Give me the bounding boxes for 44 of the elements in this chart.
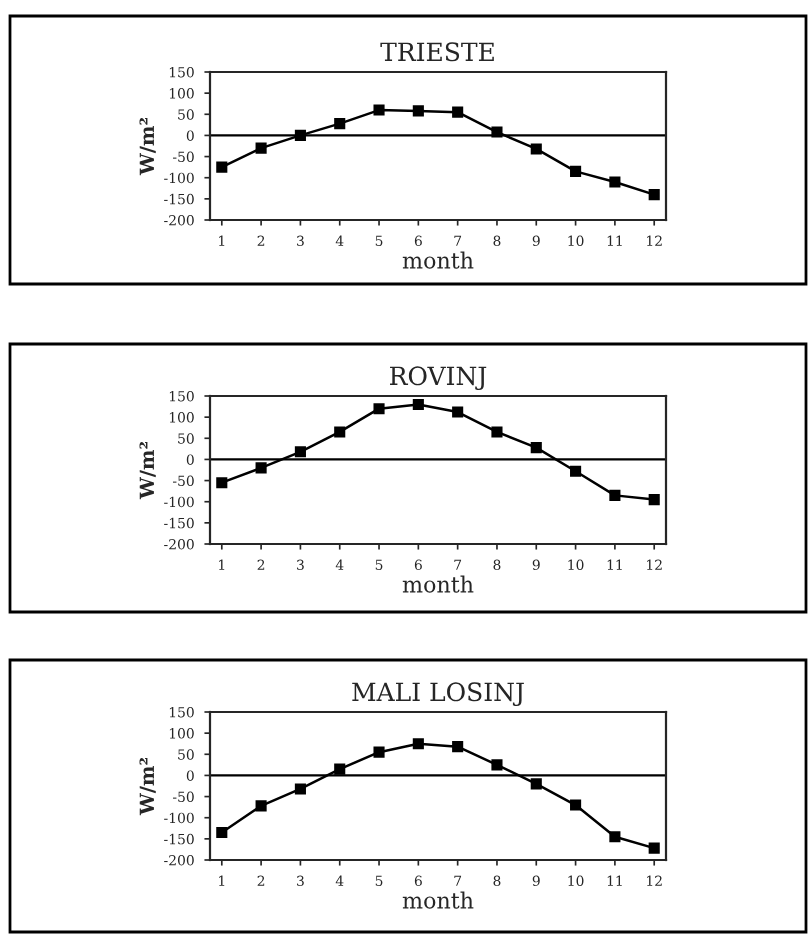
point (570, 799, 582, 811)
point (609, 176, 621, 188)
point (412, 105, 424, 117)
y-axis-title: W/m² (139, 442, 156, 500)
point (609, 489, 621, 501)
y-axis-title: W/m² (139, 758, 156, 816)
point (530, 143, 542, 155)
point (373, 104, 385, 116)
point (412, 738, 424, 750)
y-axis-title: W/m² (139, 118, 156, 176)
point (452, 741, 464, 753)
point (648, 189, 660, 201)
point (452, 106, 464, 118)
point (216, 161, 228, 173)
point (648, 842, 660, 854)
x-axis-title: month (402, 251, 474, 269)
point (530, 442, 542, 454)
point (491, 426, 503, 438)
point (530, 778, 542, 790)
point (334, 426, 346, 438)
point (255, 800, 267, 812)
point (294, 783, 306, 795)
point (334, 118, 346, 130)
x-axis-title: month (402, 575, 474, 593)
point (216, 826, 228, 839)
chart-title: TRIESTE (380, 42, 494, 62)
chart-title: MALI LOSINJ (352, 682, 524, 707)
point (294, 446, 306, 458)
point (373, 403, 385, 415)
point (609, 831, 621, 843)
point (452, 406, 464, 418)
point (373, 746, 385, 758)
chart-title: ROVINJ (390, 366, 487, 391)
x-axis-title: month (402, 891, 474, 909)
point (570, 465, 582, 477)
point (255, 142, 267, 154)
point (412, 398, 424, 411)
point (648, 494, 660, 506)
point (491, 126, 503, 138)
point (216, 477, 228, 489)
point (491, 759, 503, 771)
point (255, 462, 267, 474)
point (570, 165, 582, 177)
point (334, 763, 346, 775)
